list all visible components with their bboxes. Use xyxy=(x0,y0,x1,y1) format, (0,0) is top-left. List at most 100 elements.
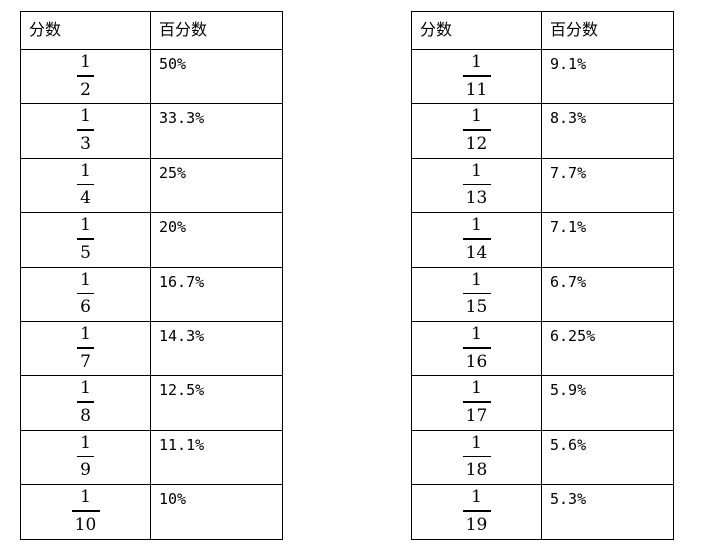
fraction-cell: 1 11 xyxy=(411,48,542,105)
fraction-bar xyxy=(77,292,94,295)
fraction-bar xyxy=(77,75,94,77)
numerator: 1 xyxy=(80,487,91,508)
fraction: 1 10 xyxy=(71,487,100,535)
fraction-bar xyxy=(462,183,491,186)
numerator: 1 xyxy=(80,106,91,127)
denominator: 4 xyxy=(80,188,91,209)
fraction-bar xyxy=(462,455,491,458)
numerator: 1 xyxy=(80,378,91,399)
numerator: 1 xyxy=(471,52,482,72)
table-row: 1 16 6.25% xyxy=(411,320,674,377)
percent-cell: 7.1% xyxy=(541,212,674,268)
numerator: 1 xyxy=(471,215,482,236)
fraction: 1 11 xyxy=(462,52,491,100)
percent-cell: 10% xyxy=(150,484,283,540)
table-row: 1 4 25% xyxy=(20,157,283,214)
fraction-bar xyxy=(77,129,94,131)
percent-cell: 25% xyxy=(150,157,283,214)
table-row: 1 2 50% xyxy=(20,48,283,105)
header-fraction: 分数 xyxy=(411,11,542,50)
table-row: 1 13 7.7% xyxy=(411,157,674,214)
fraction-bar xyxy=(462,346,491,349)
fraction-cell: 1 19 xyxy=(411,484,542,540)
fraction-bar xyxy=(77,401,94,403)
table-row: 1 7 14.3% xyxy=(20,320,283,377)
denominator: 2 xyxy=(80,79,91,100)
fraction-bar xyxy=(462,401,491,403)
header-fraction: 分数 xyxy=(20,11,151,50)
header-percent: 百分数 xyxy=(150,11,283,50)
percent-cell: 14.3% xyxy=(150,320,283,377)
fraction-bar xyxy=(71,510,100,512)
fraction-bar xyxy=(462,238,491,240)
denominator: 5 xyxy=(80,242,91,263)
header-row: 分数 百分数 xyxy=(20,11,283,50)
percent-cell: 16.7% xyxy=(150,266,283,322)
percent-cell: 5.9% xyxy=(541,375,674,431)
fraction-cell: 1 14 xyxy=(411,212,542,268)
table-row: 1 8 12.5% xyxy=(20,375,283,431)
denominator: 17 xyxy=(465,405,488,426)
denominator: 6 xyxy=(80,297,91,318)
fraction-cell: 1 13 xyxy=(411,157,542,214)
fraction-cell: 1 16 xyxy=(411,320,542,377)
percent-cell: 5.6% xyxy=(541,429,674,486)
fraction-bar xyxy=(77,346,94,349)
table-row: 1 14 7.1% xyxy=(411,212,674,268)
percent-cell: 8.3% xyxy=(541,103,674,159)
numerator: 1 xyxy=(80,215,91,236)
percent-cell: 7.7% xyxy=(541,157,674,214)
fraction: 1 16 xyxy=(462,324,491,372)
fraction-bar xyxy=(462,75,491,77)
percent-cell: 50% xyxy=(150,48,283,105)
fraction-bar xyxy=(77,183,94,186)
table-row: 1 6 16.7% xyxy=(20,266,283,322)
fraction: 1 14 xyxy=(462,215,491,263)
fraction-bar xyxy=(462,510,491,512)
fraction-cell: 1 17 xyxy=(411,375,542,431)
header-row: 分数 百分数 xyxy=(411,11,674,50)
denominator: 9 xyxy=(80,460,91,481)
table-row: 1 9 11.1% xyxy=(20,429,283,486)
fraction-cell: 1 12 xyxy=(411,103,542,159)
fraction: 1 12 xyxy=(462,106,491,154)
fraction: 1 17 xyxy=(462,378,491,426)
denominator: 19 xyxy=(465,514,488,535)
numerator: 1 xyxy=(471,487,482,508)
numerator: 1 xyxy=(80,52,91,72)
numerator: 1 xyxy=(471,160,482,181)
denominator: 15 xyxy=(465,297,488,318)
denominator: 13 xyxy=(465,188,488,209)
denominator: 14 xyxy=(465,242,488,263)
fraction: 1 15 xyxy=(462,270,491,318)
fraction: 1 18 xyxy=(462,433,491,480)
denominator: 8 xyxy=(80,405,91,426)
table-row: 1 17 5.9% xyxy=(411,375,674,431)
percent-cell: 5.3% xyxy=(541,484,674,540)
fraction-table-right: 分数 百分数 1 11 9.1% 1 12 8.3% 1 13 7.7% 1 14 7.1% 1 15 6.… xyxy=(411,11,674,540)
percent-cell: 20% xyxy=(150,212,283,268)
denominator: 12 xyxy=(465,133,488,154)
percent-cell: 12.5% xyxy=(150,375,283,431)
denominator: 7 xyxy=(80,351,91,372)
percent-cell: 9.1% xyxy=(541,48,674,105)
numerator: 1 xyxy=(80,269,91,290)
numerator: 1 xyxy=(471,106,482,127)
table-row: 1 5 20% xyxy=(20,212,283,268)
table-body: 分数 百分数 1 2 50% 1 3 33.3% 1 4 25% 1 5 20% 1 6 16.7% 1 7 14… xyxy=(20,11,283,540)
denominator: 3 xyxy=(80,133,91,154)
percent-cell: 33.3% xyxy=(150,103,283,159)
denominator: 16 xyxy=(465,351,488,372)
table-row: 1 15 6.7% xyxy=(411,266,674,322)
